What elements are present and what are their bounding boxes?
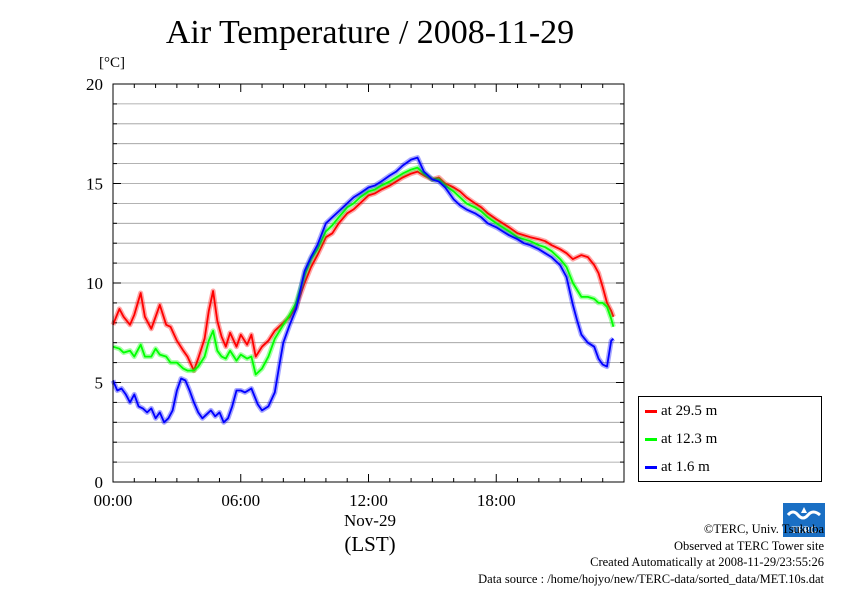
x-axis-date-label: Nov-29 [344, 511, 396, 530]
legend-item-1-6m: at 1.6 m [645, 459, 710, 476]
source-text: Data source : /home/hojyo/new/TERC-data/… [478, 571, 824, 586]
series-line-0 [112, 170, 615, 372]
legend-item-29-5m: at 29.5 m [645, 403, 717, 420]
legend-swatch-red [645, 410, 657, 414]
x-tick-label: 00:00 [94, 491, 133, 510]
legend-swatch-blue [645, 466, 657, 470]
series-layer [110, 155, 616, 425]
chart-title: Air Temperature / 2008-11-29 [165, 14, 575, 51]
y-axis-unit: [°C] [99, 55, 125, 71]
credits-block: ©TERC, Univ. Tsukuba Observed at TERC To… [478, 521, 824, 587]
logo-text: TERC [791, 525, 816, 535]
legend-label: at 12.3 m [661, 431, 718, 447]
x-tick-label: 06:00 [221, 491, 260, 510]
legend: at 29.5 m at 12.3 m at 1.6 m [638, 396, 822, 482]
legend-item-12-3m: at 12.3 m [645, 431, 717, 448]
legend-label: at 29.5 m [661, 403, 718, 419]
x-tick-label: 18:00 [477, 491, 516, 510]
copyright-text: ©TERC, Univ. Tsukuba [703, 522, 824, 536]
grid-lines [113, 103, 624, 463]
plot-frame [112, 83, 625, 483]
x-axis-timezone-label: (LST) [344, 532, 396, 556]
series-line-2 [112, 156, 615, 424]
observed-text: Observed at TERC Tower site [673, 538, 824, 553]
y-tick-label: 5 [95, 374, 104, 393]
legend-swatch-green [645, 438, 657, 442]
created-text: Created Automatically at 2008-11-29/23:5… [590, 555, 824, 569]
series-line-1 [112, 166, 615, 376]
y-tick-label: 15 [86, 175, 103, 194]
y-tick-label: 10 [86, 274, 103, 293]
tick-labels: 00:00 06:00 12:00 18:00 0 5 10 15 20 [86, 75, 516, 510]
y-tick-label: 0 [95, 473, 104, 492]
y-tick-label: 20 [86, 75, 103, 94]
legend-label: at 1.6 m [661, 459, 710, 475]
terc-logo: TERC [783, 503, 825, 537]
x-tick-label: 12:00 [349, 491, 388, 510]
